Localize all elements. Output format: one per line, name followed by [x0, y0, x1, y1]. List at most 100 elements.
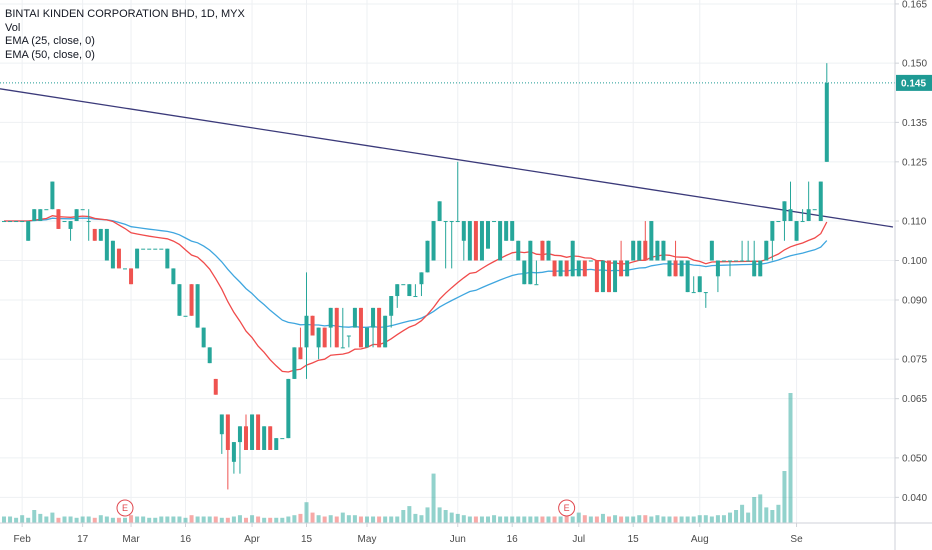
volume-bar: [685, 516, 690, 523]
volume-bar: [492, 515, 497, 523]
volume-bar: [740, 504, 745, 523]
candle-body: [806, 209, 811, 222]
volume-bar: [292, 515, 297, 523]
candle-body: [431, 221, 436, 261]
volume-bar: [274, 517, 279, 523]
candle-body: [322, 327, 327, 348]
volume-bar: [201, 516, 206, 523]
volume-bar: [183, 517, 188, 523]
trendline[interactable]: [0, 88, 894, 228]
volume-bar: [473, 516, 478, 523]
candle-body: [504, 221, 509, 241]
candle-body: [104, 228, 109, 261]
volume-bar: [68, 516, 73, 523]
candle-body: [667, 260, 672, 277]
volume-bar: [395, 516, 400, 523]
candle-body: [68, 221, 73, 229]
time-tick-label: Jun: [450, 534, 466, 545]
candle-body: [244, 426, 248, 450]
candle-body: [352, 307, 357, 328]
candle-body: [219, 414, 224, 435]
price-tick-label: 0.090: [902, 295, 927, 306]
volume-bar: [352, 515, 357, 523]
volume-bar: [371, 516, 376, 523]
volume-bar: [316, 515, 321, 523]
volume-bar: [98, 515, 103, 523]
candle-body: [685, 260, 690, 293]
volume-bar: [600, 513, 605, 523]
time-tick-label: Se: [790, 534, 803, 545]
time-tick-label: Jul: [572, 534, 585, 545]
candle-body: [123, 268, 127, 270]
volume-bar: [576, 512, 581, 523]
volume-bar: [219, 517, 224, 523]
candle-body: [365, 327, 369, 348]
candle-body: [371, 307, 376, 328]
volume-bar: [104, 516, 109, 523]
volume-bar: [334, 516, 339, 523]
volume-bar: [558, 516, 563, 523]
candle-body: [165, 248, 170, 269]
price-tick-label: 0.125: [902, 157, 927, 168]
time-tick-label: May: [358, 534, 377, 545]
volume-bar: [691, 516, 696, 523]
candle-body: [213, 378, 218, 395]
candle-body: [746, 260, 751, 262]
volume-bar: [153, 517, 158, 523]
volume-bar: [44, 516, 49, 523]
volume-bar: [552, 516, 557, 523]
candle-body: [528, 240, 533, 285]
candle-body: [558, 260, 563, 277]
volume-bar: [619, 516, 624, 523]
earnings-marker: [116, 499, 134, 517]
candle-body: [56, 209, 61, 229]
candle-body: [292, 347, 297, 379]
candle-body: [425, 240, 430, 273]
candle-body: [516, 240, 521, 261]
volume-bar: [328, 515, 333, 523]
candle-body: [824, 82, 829, 162]
candle-body: [358, 307, 363, 348]
price-tick-label: 0.100: [902, 256, 927, 267]
volume-bar: [268, 517, 273, 523]
volume-bar: [673, 516, 678, 523]
candle-body: [304, 315, 309, 348]
volume-bar: [110, 517, 115, 523]
candle-body: [50, 181, 55, 210]
last-price-tag: [896, 74, 932, 91]
candle-body: [728, 260, 732, 262]
volume-bar: [697, 515, 702, 523]
earnings-marker: [558, 499, 576, 517]
candle-body: [613, 260, 618, 293]
volume-bar: [286, 516, 291, 523]
candle-body: [540, 240, 545, 261]
volume-bar: [340, 512, 345, 523]
volume-bar: [655, 515, 660, 523]
candle-body: [486, 221, 490, 249]
volume-bar: [728, 512, 732, 523]
candle-body: [643, 240, 648, 261]
time-tick-label: 16: [180, 534, 192, 545]
trendline-path: [0, 88, 894, 228]
candle-body: [389, 296, 394, 316]
volume-bar: [86, 516, 91, 523]
volume-bar: [425, 507, 430, 523]
volume-bar: [564, 516, 569, 523]
volume-bar: [443, 510, 448, 523]
volume-bars: [2, 393, 793, 523]
ema-50-legend: EMA (50, close, 0): [5, 48, 95, 61]
volume-bar: [135, 516, 140, 523]
candle-body: [588, 260, 593, 262]
ema-25-path: [4, 215, 828, 373]
volume-bar: [758, 494, 763, 523]
volume-bar: [358, 516, 363, 523]
volume-bar: [92, 517, 97, 523]
candle-body: [546, 240, 551, 261]
candle-body: [86, 221, 91, 223]
price-tick-label: 0.135: [902, 118, 927, 129]
candle-body: [552, 260, 557, 277]
chart-legend: BINTAI KINDEN CORPORATION BHD, 1D, MYX V…: [5, 8, 245, 62]
candle-body: [98, 228, 103, 241]
